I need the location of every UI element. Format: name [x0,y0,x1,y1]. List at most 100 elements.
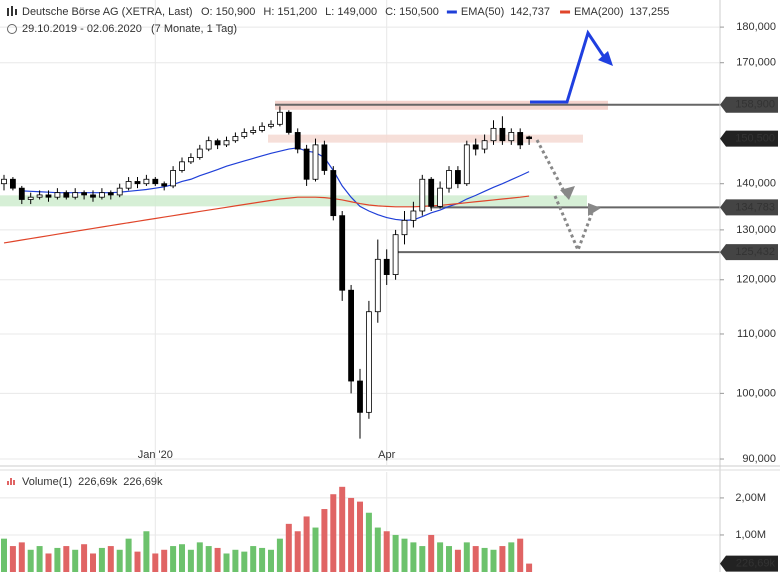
candle-body [472,144,479,150]
volume-bar [374,527,381,572]
level-zone [0,195,587,207]
current-volume-label: 226,69k [736,558,776,570]
candle-body [45,194,52,198]
y-tick-label: 100,000 [736,387,776,399]
arrowhead [598,51,613,66]
candle-body [365,311,372,413]
candle-body [214,140,221,146]
x-tick-label: Jan '20 [138,449,173,461]
candle-body [383,258,390,275]
ema-line [21,147,530,221]
candle-body [223,140,230,146]
volume-bar [330,494,337,572]
legend-label: EMA(200) [574,6,624,18]
legend-value: 142,737 [510,6,550,18]
ohlc-value: 151,200 [277,6,317,18]
arrowhead [560,186,575,200]
volume-bar [365,512,372,572]
period: (7 Monate, 1 Tag) [151,23,237,35]
level-label: 158,900 [735,99,775,111]
candle-body [9,178,16,189]
level-label: 150,500 [735,133,775,145]
candle-body [63,192,70,198]
candle-body [401,219,408,236]
candle-body [499,127,506,142]
volume-bar [490,549,497,572]
candle-body [143,178,150,185]
volume-bar [232,549,239,572]
candle-body [526,136,532,140]
icon [7,8,9,16]
volume-bar [410,542,417,572]
ohlc-value: 149,000 [337,6,377,18]
y-tick-label: 110,000 [737,328,776,340]
volume-bar [517,538,524,572]
ohlc-value: 150,500 [399,6,439,18]
volume-bar [72,549,79,572]
y-tick-label: 120,000 [736,274,776,286]
volume-bar [205,546,212,572]
volume-bar [90,553,96,572]
date-range: 29.10.2019 - 02.06.2020 [22,23,142,35]
legend-icon [7,481,9,485]
legend-icon [10,478,12,485]
volume-bar [312,527,319,572]
candle-body [232,136,239,142]
volume-bar [428,534,435,572]
volume-bar [9,546,16,572]
candle-body [72,192,79,198]
level-zone [268,134,583,143]
candle-body [27,196,34,200]
candle-body [18,187,25,200]
y-tick-label: 2,00M [735,492,766,504]
legend-value: 226,69k [123,476,163,488]
volume-bar [45,553,52,572]
volume-bar [98,547,105,572]
level-tag [720,130,778,147]
candle-body [187,157,194,163]
volume-bar [81,544,88,572]
volume-bar [419,546,426,572]
volume-bar [241,551,248,572]
volume-bar [214,547,221,572]
volume-bar [339,486,346,572]
candle-body [259,125,266,131]
candle-body [1,178,7,185]
volume-bar [508,542,515,572]
volume-bar [357,501,363,572]
volume-bar [401,538,408,572]
candle-body [481,140,488,150]
candle-body [54,192,61,198]
legend-value: 137,255 [630,6,670,18]
volume-bar [170,546,177,572]
candle-body [205,140,212,150]
volume-bar [134,551,141,572]
volume-bar [392,534,399,572]
volume-bar [294,531,301,572]
legend-value: 226,69k [78,476,118,488]
candle-body [321,144,328,171]
candle-body [312,144,319,180]
volume-bar [303,516,310,572]
volume-bar [18,542,25,572]
candle-body [392,234,399,275]
candle-body [490,127,497,142]
volume-bar [196,542,203,572]
legend-icon [13,480,15,485]
forecast-arrow-down [535,139,568,196]
candle-body [161,183,168,187]
candle-body [446,170,452,189]
candle-body [517,132,524,146]
level-tag [720,244,778,261]
volume-bar [27,549,34,572]
volume-bar [463,542,470,572]
candle-body [36,194,43,198]
volume-bar [250,546,257,572]
volume-bar [36,546,43,572]
candle-body [196,148,203,158]
candle-body [339,215,346,291]
ohlc-value: 150,900 [216,6,256,18]
legend-label: Volume(1) [22,476,72,488]
volume-bar [152,553,159,572]
